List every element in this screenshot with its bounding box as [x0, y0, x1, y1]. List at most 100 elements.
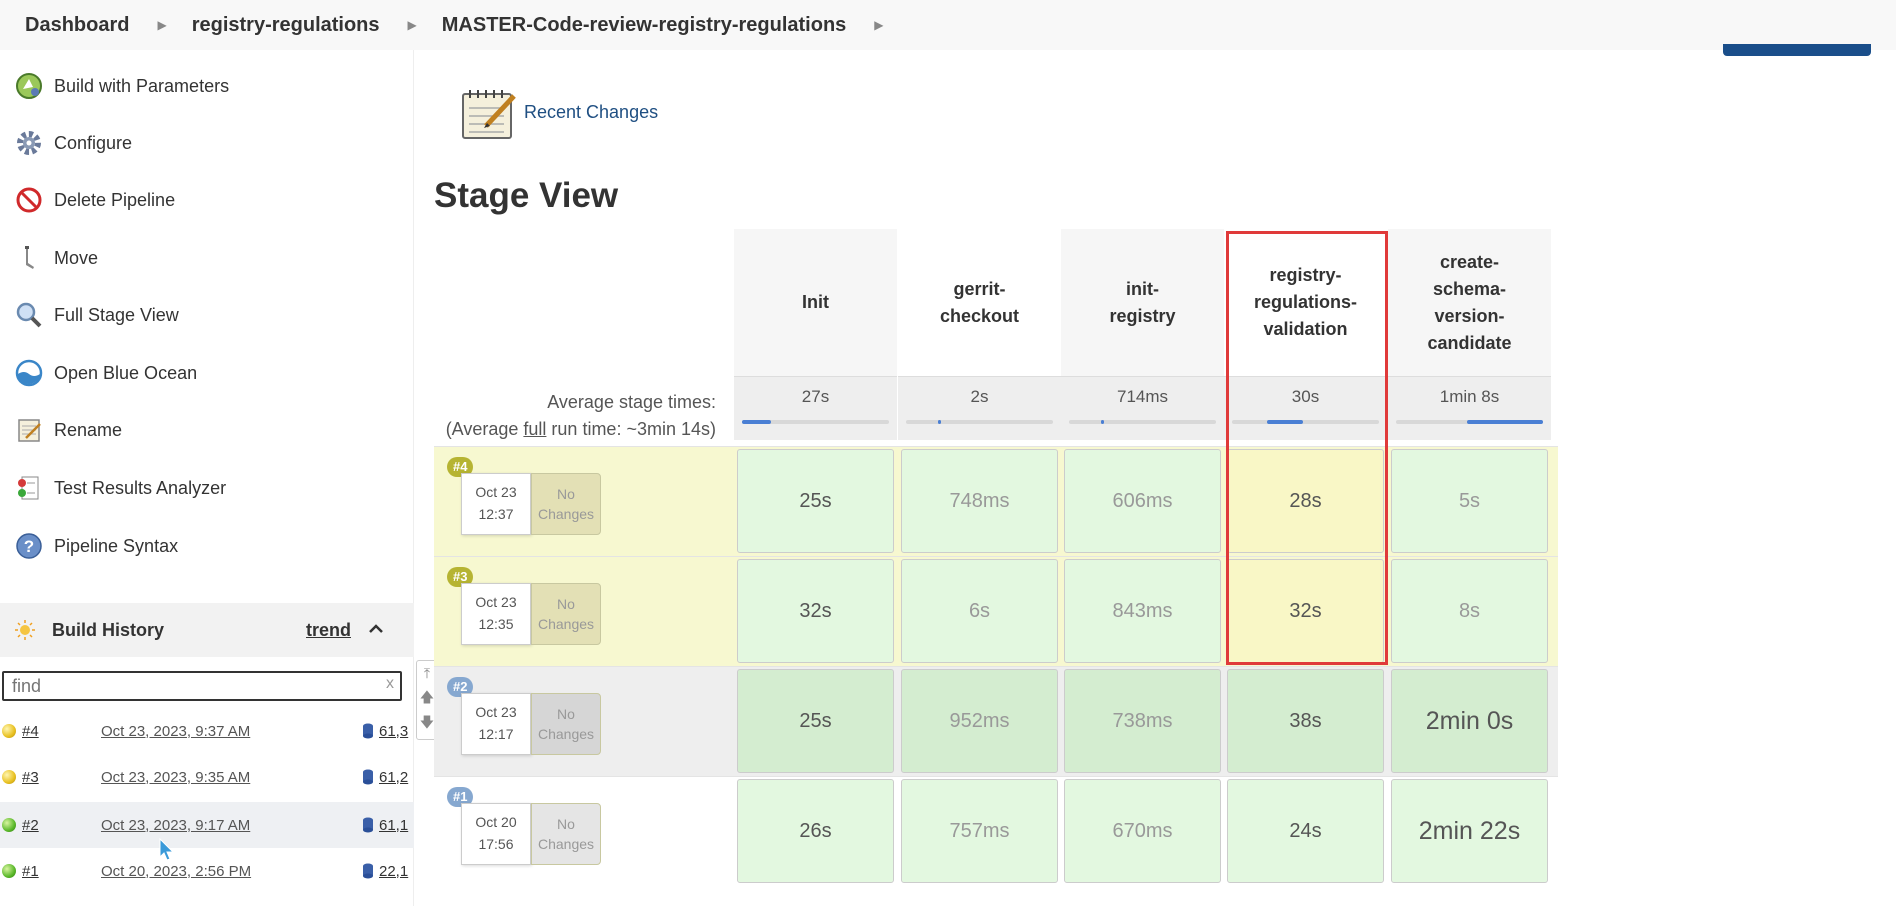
- task-label: Configure: [54, 132, 133, 153]
- no-changes-card[interactable]: No Changes: [531, 583, 601, 645]
- breadcrumb-label[interactable]: MASTER-Code-review-registry-regulations: [441, 13, 847, 36]
- scroll-top-icon[interactable]: ⤒: [423, 665, 431, 681]
- breadcrumb-job[interactable]: MASTER-Code-review-registry-regulations ▶: [442, 14, 909, 37]
- breadcrumb-folder[interactable]: registry-regulations ▶: [192, 14, 442, 37]
- stage-cell[interactable]: 24s: [1227, 779, 1384, 883]
- run-time: 17:56: [478, 836, 514, 852]
- build-date-link[interactable]: Oct 20, 2023, 2:56 PM: [101, 862, 252, 880]
- mouse-cursor-icon: [159, 838, 174, 861]
- build-row[interactable]: #2 Oct 23, 2023, 9:17 AM 61,1: [0, 802, 414, 848]
- average-stage-times-text: Average stage times:: [547, 392, 716, 412]
- build-version-link[interactable]: 61,2: [362, 769, 408, 786]
- full-run-link[interactable]: full: [523, 419, 547, 439]
- task-open-blue-ocean[interactable]: Open Blue Ocean: [12, 353, 197, 393]
- stage-cell[interactable]: 2min 0s: [1391, 669, 1548, 773]
- stage-header-lines: registry-regulations-validation: [1253, 265, 1357, 339]
- run-date-card[interactable]: Oct 23 12:17: [461, 693, 531, 755]
- task-configure[interactable]: Configure: [12, 123, 132, 163]
- scroll-down-icon[interactable]: 🡇: [419, 713, 435, 730]
- chevron-right-icon[interactable]: ▶: [874, 18, 884, 32]
- recent-changes[interactable]: Recent Changes: [460, 82, 658, 142]
- build-number-link[interactable]: #3: [22, 768, 39, 786]
- stage-cell[interactable]: 32s: [1227, 559, 1384, 663]
- database-icon: [363, 723, 373, 739]
- stage-view-table: Average stage times: (Average full run t…: [434, 229, 1558, 886]
- stage-cell[interactable]: 28s: [1227, 449, 1384, 553]
- scroll-up-icon[interactable]: 🡅: [419, 688, 435, 705]
- chevron-right-icon[interactable]: ▶: [157, 18, 167, 32]
- build-number-link[interactable]: #4: [22, 722, 39, 740]
- run-badge[interactable]: #3: [447, 567, 474, 587]
- build-search-input[interactable]: [2, 671, 402, 701]
- recent-changes-link[interactable]: Recent Changes: [524, 101, 659, 122]
- svg-text:?: ?: [24, 537, 34, 556]
- build-date-link[interactable]: Oct 23, 2023, 9:37 AM: [101, 722, 251, 740]
- stage-cell[interactable]: 25s: [737, 449, 894, 553]
- task-full-stage-view[interactable]: Full Stage View: [12, 295, 179, 335]
- stage-cell[interactable]: 606ms: [1064, 449, 1221, 553]
- task-label: Build with Parameters: [54, 75, 230, 96]
- chevron-up-icon[interactable]: [366, 619, 386, 639]
- build-row[interactable]: #3 Oct 23, 2023, 9:35 AM 61,2: [0, 754, 414, 800]
- stage-cell[interactable]: 25s: [737, 669, 894, 773]
- stage-cell[interactable]: 670ms: [1064, 779, 1221, 883]
- stage-cell[interactable]: 748ms: [901, 449, 1058, 553]
- task-rename[interactable]: Rename: [12, 410, 122, 450]
- stage-cell[interactable]: 38s: [1227, 669, 1384, 773]
- stage-cell[interactable]: 8s: [1391, 559, 1548, 663]
- header-action-button[interactable]: [1723, 44, 1871, 56]
- build-date-link[interactable]: Oct 23, 2023, 9:17 AM: [101, 816, 251, 834]
- build-row[interactable]: #4 Oct 23, 2023, 9:37 AM 61,3: [0, 708, 414, 754]
- stage-duration-fill: [1267, 420, 1303, 424]
- breadcrumb-label[interactable]: registry-regulations: [191, 13, 380, 36]
- build-date-link[interactable]: Oct 23, 2023, 9:35 AM: [101, 768, 251, 786]
- average-run-time-suffix: run time: ~3min 14s): [546, 419, 716, 439]
- task-label: Pipeline Syntax: [54, 535, 179, 556]
- build-history-header: Build History trend: [0, 603, 414, 657]
- build-version-link[interactable]: 61,1: [362, 817, 408, 834]
- stage-cell[interactable]: 32s: [737, 559, 894, 663]
- stage-cell[interactable]: 2min 22s: [1391, 779, 1548, 883]
- stage-average-cell: 27s: [734, 376, 897, 440]
- stage-cell[interactable]: 757ms: [901, 779, 1058, 883]
- stage-cell[interactable]: 843ms: [1064, 559, 1221, 663]
- run-date-card[interactable]: Oct 20 17:56: [461, 803, 531, 865]
- run-badge[interactable]: #2: [447, 677, 474, 697]
- average-run-time-text: (Average full run time: ~3min 14s): [434, 416, 716, 443]
- no-changes-card[interactable]: No Changes: [531, 803, 601, 865]
- build-version-link[interactable]: 61,3: [362, 723, 408, 740]
- clear-search-icon[interactable]: x: [386, 675, 394, 692]
- stage-cell[interactable]: 6s: [901, 559, 1058, 663]
- no-changes-card[interactable]: No Changes: [531, 693, 601, 755]
- move-icon: [12, 241, 46, 275]
- average-stage-times-label: Average stage times: (Average full run t…: [434, 389, 716, 443]
- stage-cell[interactable]: 26s: [737, 779, 894, 883]
- breadcrumb-dashboard[interactable]: Dashboard ▶: [25, 14, 192, 37]
- run-date-card[interactable]: Oct 23 12:37: [461, 473, 531, 535]
- stage-duration-fill: [1101, 420, 1105, 424]
- build-version-link[interactable]: 22,1: [362, 863, 408, 880]
- run-badge[interactable]: #4: [447, 457, 474, 477]
- build-number-link[interactable]: #1: [22, 862, 39, 880]
- run-badge[interactable]: #1: [447, 787, 474, 807]
- stage-cell[interactable]: 738ms: [1064, 669, 1221, 773]
- build-version-text: 61,3: [379, 722, 409, 740]
- trend-link[interactable]: trend: [306, 619, 351, 640]
- stage-average-cell: 30s: [1224, 376, 1387, 440]
- stage-average-cell: 714ms: [1061, 376, 1224, 440]
- no-changes-card[interactable]: No Changes: [531, 473, 601, 535]
- build-number-link[interactable]: #2: [22, 816, 39, 834]
- stage-cell[interactable]: 5s: [1391, 449, 1548, 553]
- stage-duration-bar: [1069, 420, 1216, 424]
- task-move[interactable]: Move: [12, 238, 98, 278]
- task-pipeline-syntax[interactable]: ? Pipeline Syntax: [12, 526, 178, 566]
- stage-cell[interactable]: 952ms: [901, 669, 1058, 773]
- task-build-with-parameters[interactable]: Build with Parameters: [12, 66, 229, 106]
- chevron-right-icon[interactable]: ▶: [407, 18, 417, 32]
- run-date-card[interactable]: Oct 23 12:35: [461, 583, 531, 645]
- build-row[interactable]: #1 Oct 20, 2023, 2:56 PM 22,1: [0, 848, 414, 894]
- task-delete-pipeline[interactable]: Delete Pipeline: [12, 180, 175, 220]
- task-test-results-analyzer[interactable]: Test Results Analyzer: [12, 468, 226, 508]
- breadcrumb-label[interactable]: Dashboard: [25, 13, 130, 36]
- stage-view-title: Stage View: [434, 176, 619, 215]
